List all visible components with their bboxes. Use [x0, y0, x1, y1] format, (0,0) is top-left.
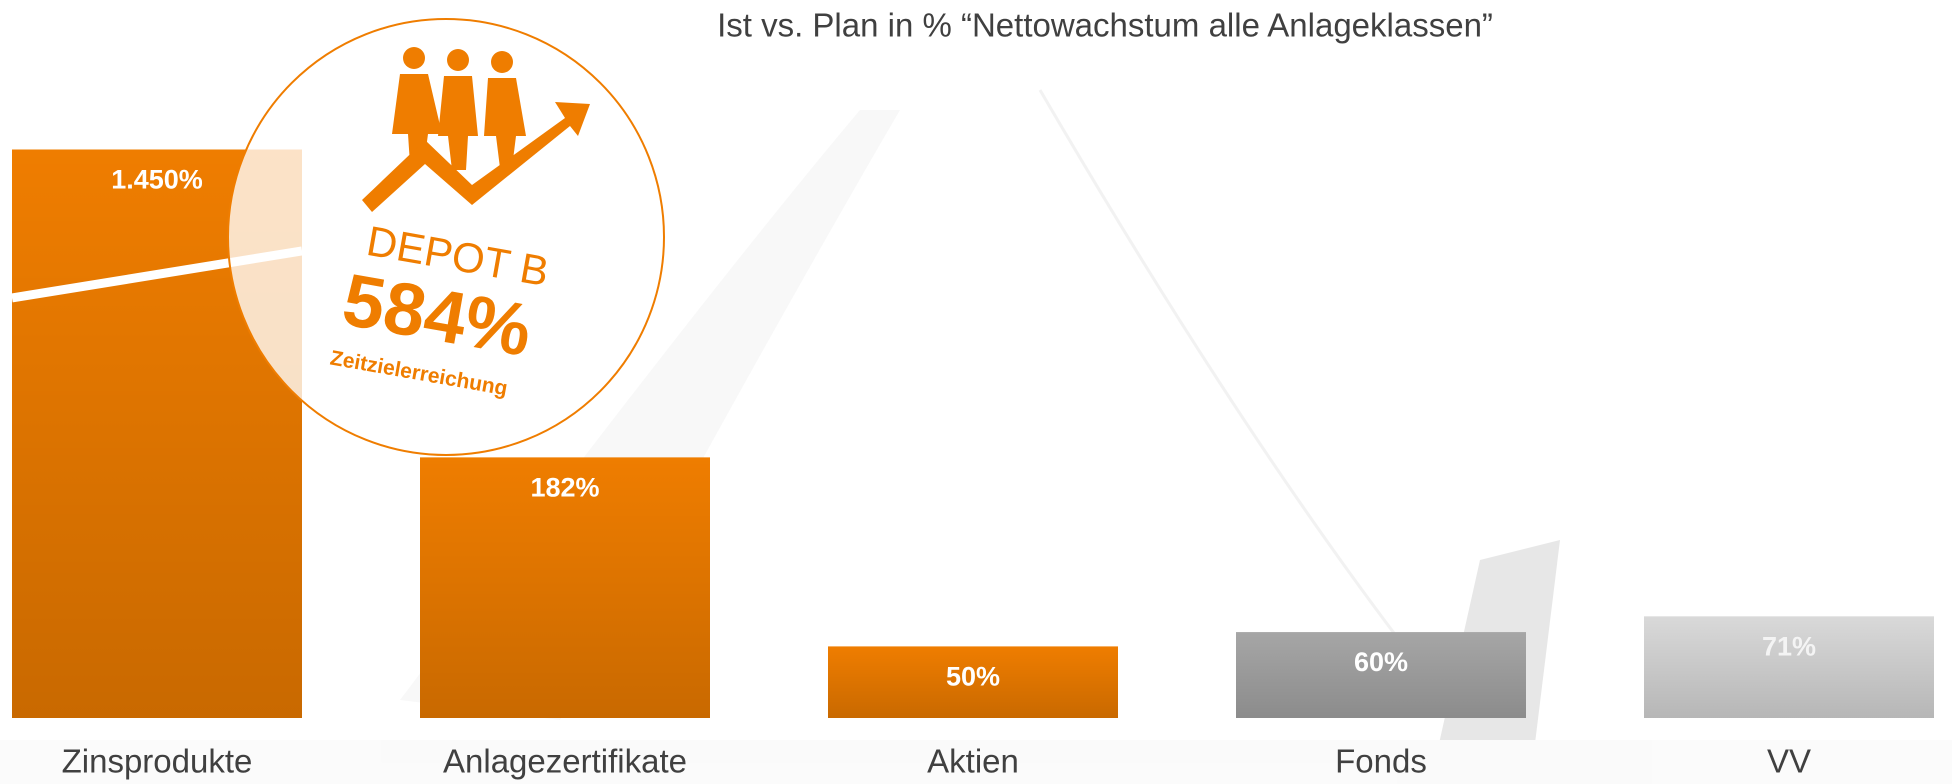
- x-tick-label: Aktien: [927, 743, 1019, 780]
- people-icon: [362, 47, 590, 212]
- value-label: 182%: [530, 473, 599, 503]
- bar-shade: [828, 646, 1118, 718]
- bar-shade: [1236, 632, 1526, 718]
- value-label: 50%: [946, 662, 1000, 692]
- value-label: 71%: [1762, 631, 1816, 661]
- x-tick-label: VV: [1767, 743, 1811, 780]
- value-label: 60%: [1354, 647, 1408, 677]
- x-tick-label: Fonds: [1335, 743, 1427, 780]
- bar-shade: [1644, 616, 1934, 718]
- x-tick-label: Anlagezertifikate: [443, 743, 687, 780]
- x-tick-label: Zinsprodukte: [62, 743, 253, 780]
- bars: 1.450% Zinsprodukte 182% Anlagezertifikate 5…: [11, 149, 1934, 780]
- bar-shade: [420, 457, 710, 718]
- value-label: 1.450%: [111, 165, 203, 195]
- chart-title: Ist vs. Plan in % “Nettowachstum alle An…: [717, 7, 1493, 44]
- badge: DEPOT B 584% Zeitzielerreichung: [227, 18, 665, 456]
